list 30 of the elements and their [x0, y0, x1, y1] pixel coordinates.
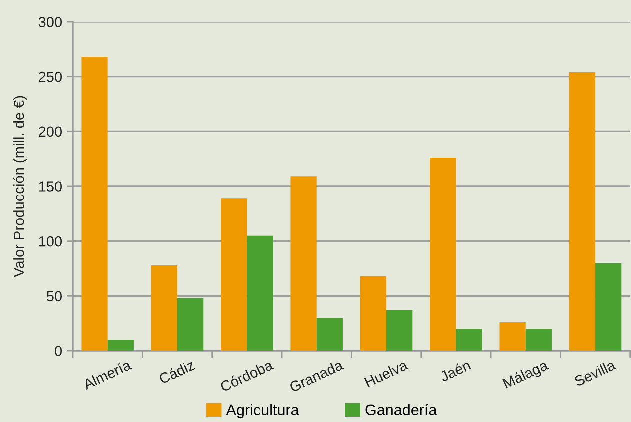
- bar: [316, 318, 343, 351]
- bar: [151, 265, 178, 351]
- bar: [108, 340, 134, 351]
- y-tick-label: 200: [38, 126, 62, 138]
- bar: [456, 329, 482, 351]
- bar: [290, 176, 317, 351]
- y-tick-label: 300: [38, 17, 62, 28]
- bar: [526, 329, 552, 351]
- bar: [221, 198, 248, 351]
- x-tick-label: Sevilla: [574, 359, 617, 387]
- bar: [82, 57, 108, 351]
- y-axis-title: Valor Producción (mill. de €): [13, 96, 28, 278]
- x-tick-label: Jaén: [439, 360, 472, 382]
- bar: [386, 310, 413, 351]
- bar: [178, 298, 204, 351]
- x-tick-label: Huelva: [364, 359, 409, 388]
- bar: [247, 236, 274, 351]
- x-tick-label: Cádiz: [158, 359, 196, 384]
- legend-label: Ganadería: [366, 404, 438, 416]
- bar: [596, 263, 622, 351]
- bar: [360, 276, 387, 351]
- y-tick-label: 100: [39, 236, 62, 247]
- y-tick-label: 250: [38, 72, 62, 82]
- bar: [500, 322, 526, 351]
- bar: [569, 72, 596, 351]
- legend-label: Agricultura: [226, 404, 300, 419]
- bar: [430, 158, 456, 351]
- y-tick-label: 50: [46, 291, 62, 302]
- y-tick-label: 150: [39, 182, 62, 192]
- y-tick-label: 0: [55, 346, 62, 356]
